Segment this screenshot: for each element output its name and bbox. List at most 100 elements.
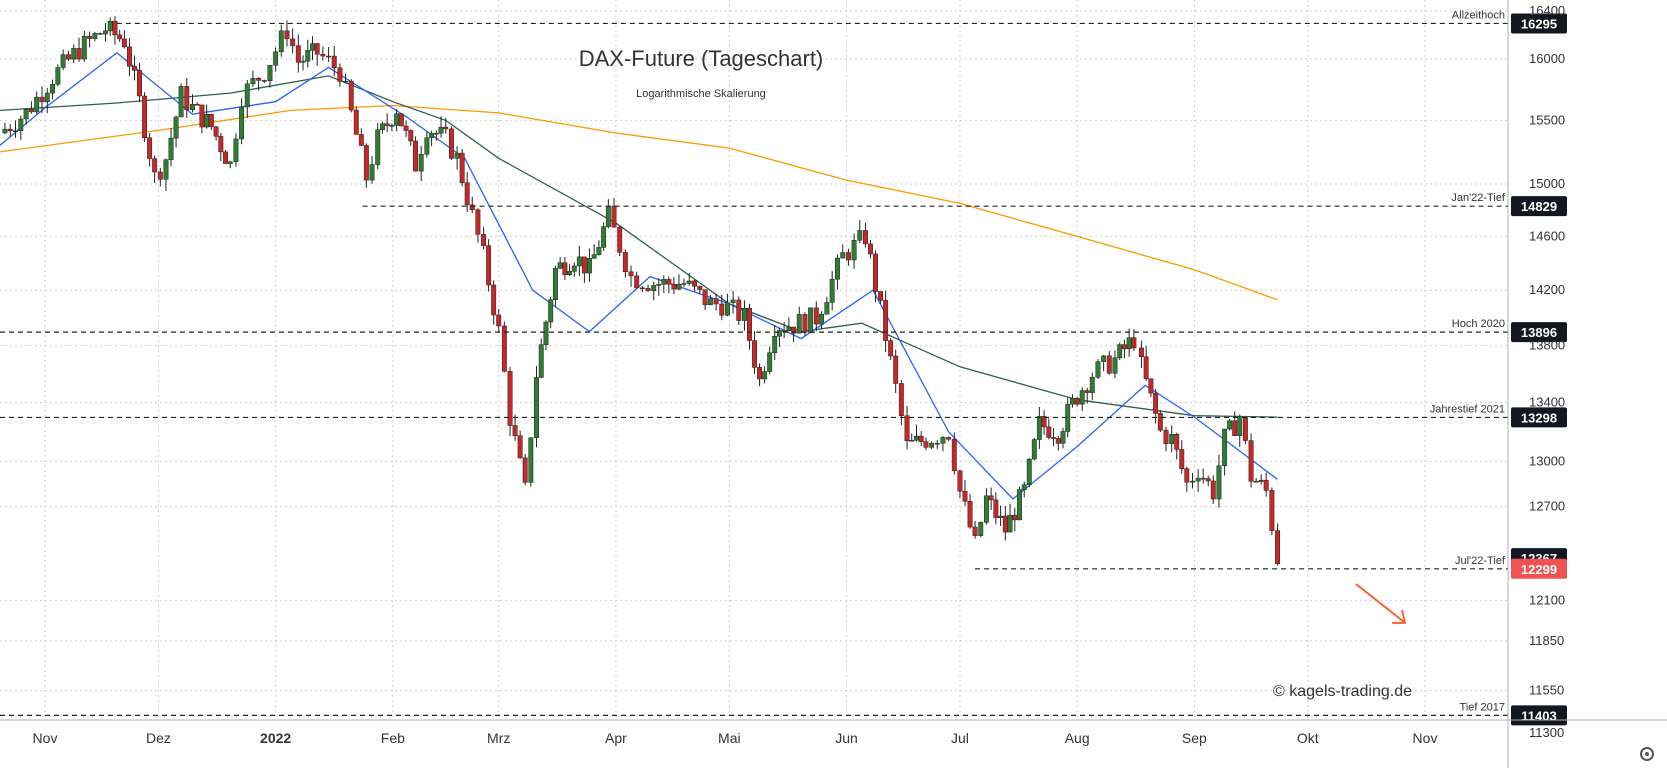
candle-body	[596, 247, 602, 255]
candle-body	[617, 226, 623, 253]
y-tick-label: 15000	[1529, 176, 1565, 191]
moving-average-line	[0, 104, 1278, 301]
candle-body	[18, 118, 24, 131]
candle-body	[50, 84, 56, 94]
candle-body	[562, 262, 568, 276]
candle-body	[112, 20, 118, 36]
candle-body	[888, 340, 894, 357]
candle-body	[552, 267, 558, 301]
candle-body	[267, 64, 273, 81]
x-tick-label: Nov	[33, 730, 58, 746]
candle-body	[747, 308, 752, 341]
candle-body	[71, 48, 77, 60]
arrow-head	[1392, 609, 1407, 624]
candle-body	[762, 371, 768, 380]
candle-body	[227, 161, 233, 164]
candle-body	[1046, 426, 1052, 438]
candle-body	[443, 126, 449, 130]
level-badge	[1511, 407, 1567, 428]
x-tick-label: 2022	[260, 730, 291, 746]
x-tick-label: Mrz	[487, 730, 510, 746]
candle-body	[1026, 458, 1032, 486]
candle-body	[501, 325, 507, 372]
y-tick-label: 13000	[1529, 453, 1565, 468]
candle-body	[178, 86, 184, 118]
candle-body	[1031, 439, 1037, 460]
level-badge	[1511, 196, 1567, 217]
candle-body	[454, 152, 460, 159]
candle-body	[671, 283, 677, 290]
candle-body	[290, 38, 296, 46]
candle-body	[883, 300, 889, 341]
candle-body	[1263, 479, 1269, 491]
candle-body	[840, 252, 846, 259]
candle-body	[676, 284, 682, 290]
candle-body	[713, 298, 719, 305]
candle-body	[152, 158, 158, 173]
candle-body	[278, 30, 284, 53]
level-badge-text: 13298	[1521, 410, 1557, 425]
candle-body	[791, 326, 797, 334]
candle-body	[1163, 429, 1169, 445]
candle-body	[1055, 438, 1061, 444]
candle-body	[464, 182, 470, 206]
candle-body	[557, 262, 563, 269]
candle-body	[2, 128, 8, 134]
candle-body	[622, 252, 628, 272]
candle-body	[23, 109, 29, 120]
candle-body	[13, 130, 18, 132]
candle-body	[686, 280, 692, 284]
candle-body	[34, 96, 40, 113]
y-tick-label: 11300	[1529, 725, 1564, 740]
candle-body	[702, 289, 708, 306]
candle-body	[163, 159, 169, 180]
moving-average-line	[0, 75, 1278, 418]
candle-body	[310, 43, 315, 51]
candle-body	[802, 314, 808, 333]
candle-body	[697, 286, 703, 290]
candle-body	[661, 279, 667, 285]
candle-body	[1002, 515, 1008, 533]
chart-title: DAX-Future (Tageschart)	[579, 46, 824, 71]
candle-body	[591, 254, 597, 259]
candle-body	[475, 209, 481, 235]
candle-body	[993, 499, 999, 518]
x-tick-label: Sep	[1182, 730, 1207, 746]
candle-body	[1205, 478, 1211, 482]
candle-body	[1222, 428, 1228, 467]
candle-body	[107, 20, 113, 32]
candle-body	[851, 240, 857, 261]
price-badge-text: 12299	[1521, 562, 1557, 577]
candle-body	[284, 30, 290, 40]
candle-body	[586, 258, 592, 274]
candle-body	[517, 435, 523, 459]
candle-body	[507, 371, 513, 426]
candle-body	[808, 307, 814, 333]
candle-body	[571, 265, 577, 272]
candle-body	[60, 54, 66, 68]
candle-body	[918, 435, 924, 442]
candle-body	[929, 443, 935, 448]
candle-body	[1095, 361, 1101, 378]
candle-body	[1174, 434, 1180, 450]
candle-body	[893, 355, 899, 384]
candle-body	[813, 307, 819, 325]
candle-body	[44, 92, 50, 103]
candle-body	[692, 280, 697, 287]
gear-icon[interactable]	[1640, 747, 1654, 761]
support-resistance-levels: Allzeithoch 16295 Jan'22-Tief 14829 Hoch 202…	[0, 9, 1567, 726]
candle-body	[946, 437, 952, 440]
candle-body	[233, 138, 239, 163]
candle-body	[757, 367, 763, 380]
candle-body	[681, 283, 687, 285]
candle-body	[384, 123, 390, 126]
candle-body	[418, 154, 424, 172]
candle-body	[1041, 416, 1047, 428]
candle-body	[208, 114, 214, 128]
price-badge	[1511, 558, 1567, 579]
candle-body	[581, 256, 587, 274]
candle-body	[742, 308, 747, 321]
candle-body	[408, 130, 414, 142]
candle-body	[481, 234, 487, 246]
y-tick-label: 12700	[1529, 499, 1565, 514]
